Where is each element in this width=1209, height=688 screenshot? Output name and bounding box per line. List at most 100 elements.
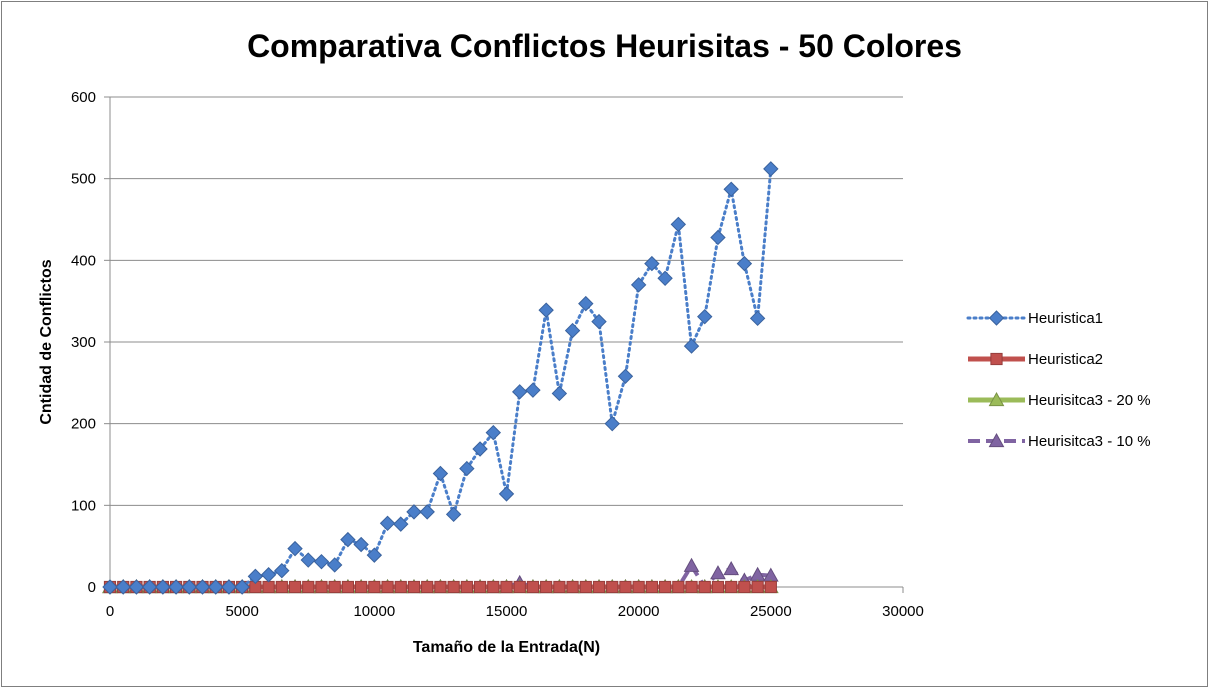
legend-marker [990,352,1003,366]
data-point [672,580,685,594]
data-point [606,580,619,594]
data-point [538,302,554,318]
data-point [432,465,449,482]
data-point [419,504,435,520]
y-tick-label: 600 [71,89,96,106]
data-point [234,579,250,595]
data-point [526,580,540,594]
legend-label: Heurisitca3 - 10 % [1028,433,1151,450]
data-point [617,368,634,385]
data-point [275,580,288,594]
legend-item: Heuristica2 [968,351,1103,368]
data-point [604,415,620,432]
data-point [262,580,275,594]
legend-item: Heuristica1 [966,310,1103,327]
data-point [393,516,409,532]
data-point [260,567,277,583]
data-point [381,580,394,594]
data-point [445,506,462,523]
legend-marker [988,391,1005,407]
legend-item: Heurisitca3 - 20 % [968,391,1151,409]
legend: Heuristica1 Heuristica2 Heurisitca3 - 20 %… [966,310,1151,450]
data-point [366,547,383,563]
data-point [326,557,343,573]
data-point [168,579,184,595]
data-point [525,382,541,398]
data-point [683,338,700,354]
data-point [315,580,328,594]
data-point [473,580,487,594]
data-point [472,441,488,457]
data-point [632,580,645,594]
data-point [749,310,766,327]
data-point [698,580,711,594]
data-point [670,216,687,233]
data-point [591,313,607,330]
data-point [711,580,725,594]
data-point [407,580,421,594]
series-layer [102,161,779,595]
data-point [566,580,579,594]
data-point [578,295,594,312]
data-point [340,531,356,548]
chart-title: Comparativa Conflictos Heurisitas - 50 C… [247,28,962,64]
y-tick-label: 200 [71,416,96,433]
x-tick-label: 0 [106,603,114,620]
data-point [181,579,198,595]
data-point [459,460,475,477]
data-point [394,580,407,594]
axes: 0 100 200 300 400 500 600 0 5000 10000 15000 20000 2… [71,89,924,620]
data-point [447,580,460,594]
data-point [353,536,369,553]
data-point [487,580,500,594]
data-point [551,385,568,402]
data-point [460,580,473,594]
data-point [644,255,660,272]
data-point [313,553,330,570]
series-heuristica1 [102,161,779,595]
data-point [723,181,739,197]
y-axis-title: Cntidad de Conflictos [38,259,55,424]
gridlines [110,96,903,506]
data-point [208,579,224,595]
data-point [406,504,422,520]
data-point [659,580,672,594]
data-point [540,580,553,594]
data-point [141,579,158,595]
data-point [553,580,566,594]
x-tick-label: 25000 [750,603,792,620]
legend-marker [988,310,1005,326]
data-point [102,579,118,595]
data-point [723,561,740,576]
data-point [194,579,211,595]
x-tick-label: 10000 [353,603,395,620]
data-point [592,580,606,594]
data-point [421,580,434,594]
y-tick-label: 500 [71,171,96,188]
data-point [685,580,698,594]
x-tick-label: 30000 [882,603,924,620]
x-tick-label: 5000 [225,603,258,620]
data-point [579,580,592,594]
legend-marker [988,432,1005,448]
data-point [155,579,171,595]
data-point [738,580,751,594]
data-point [302,580,315,594]
data-point [725,580,738,594]
data-point [355,580,368,594]
data-point [128,579,145,595]
data-point [619,580,632,594]
data-point [247,568,264,585]
data-point [513,580,526,594]
data-point [697,308,713,325]
data-point [710,565,726,580]
data-point [500,580,513,594]
data-point [379,515,396,532]
data-point [274,562,290,579]
data-point [288,580,302,594]
data-point [630,277,647,293]
data-point [221,579,237,595]
data-point [683,557,700,572]
